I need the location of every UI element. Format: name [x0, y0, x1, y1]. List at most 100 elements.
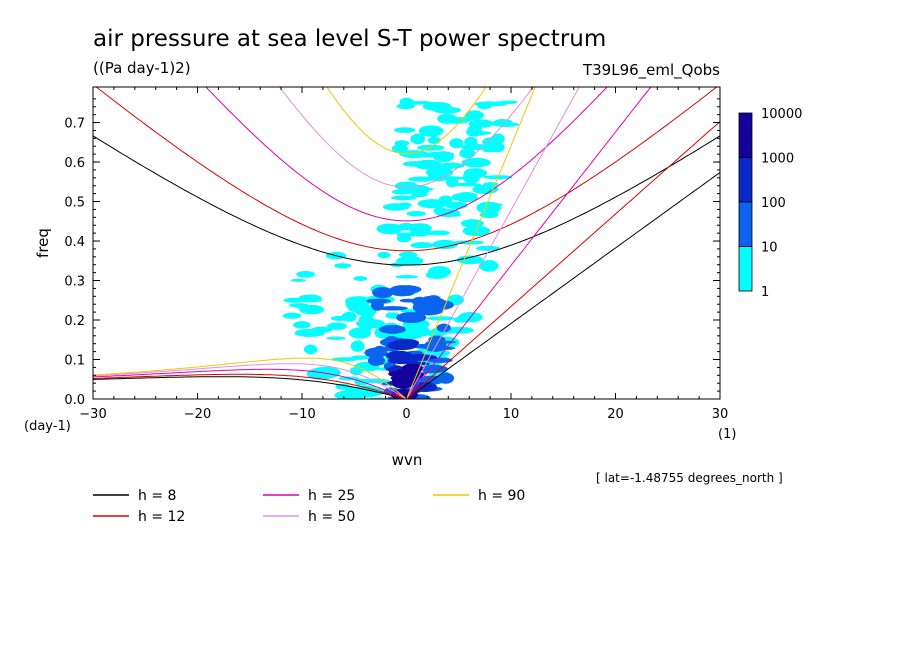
power-contour-patch [395, 312, 427, 324]
power-contour-patch [454, 182, 482, 187]
power-contour-patch [422, 295, 438, 302]
power-contour-patch [388, 370, 415, 378]
power-contour-patch [416, 144, 445, 151]
legend-label: h = 50 [308, 509, 355, 525]
power-contour-patch [393, 338, 420, 347]
power-contour-patch [398, 251, 418, 258]
power-contour-patch [430, 346, 456, 350]
power-contour-patch [392, 378, 414, 389]
power-contour-patch [311, 326, 333, 333]
power-contour-patch [394, 127, 416, 133]
power-contour-patch [481, 205, 503, 211]
power-contour-patch [379, 324, 406, 334]
x-tick-label: −20 [184, 407, 211, 422]
power-contour-patch [420, 364, 448, 373]
power-contour-patch [409, 353, 431, 362]
x-unit-label: (1) [718, 427, 736, 442]
dispersion-curve [95, 87, 718, 252]
axis-ticks: −30 −20 −10 0 10 20 30 0.0 0.1 0.2 0.3 0.4 0.5 0.6 0.7 [64, 87, 728, 422]
x-tick-label: 20 [607, 407, 624, 422]
power-contour-patch [466, 130, 492, 136]
power-contour-patch [377, 251, 391, 259]
power-contour-patch [402, 161, 431, 167]
power-contour-patch [449, 138, 464, 149]
power-contour-patch [492, 119, 513, 127]
power-contour-patch [364, 347, 388, 358]
y-tick-label: 0.3 [64, 275, 85, 290]
legend-label: h = 25 [308, 488, 355, 504]
dispersion-curve [93, 363, 407, 399]
power-contour-patch [327, 322, 348, 331]
power-contour-patch [433, 106, 462, 114]
power-contour-patch [414, 303, 445, 316]
power-contour-patch [293, 321, 311, 329]
power-contour-patch [350, 355, 370, 360]
chart-units: ((Pa day-1)2) [93, 59, 191, 77]
colorbar-label: 10 [761, 241, 778, 256]
power-contour-patch [394, 181, 419, 191]
y-axis-label: freq [34, 228, 52, 258]
dispersion-curve [93, 368, 407, 399]
power-contour-patch [426, 316, 455, 321]
power-contour-patch [391, 195, 417, 201]
dispersion-curve [93, 357, 407, 399]
power-contour-patch [377, 306, 408, 311]
dispersion-curve [406, 121, 720, 399]
power-contour-patch [417, 101, 432, 105]
y-tick-label: 0.4 [64, 235, 85, 250]
power-contour-patch [491, 133, 505, 145]
power-contour-patch [413, 382, 438, 393]
x-tick-label: −10 [288, 407, 315, 422]
power-contour-patch [460, 143, 491, 150]
power-contour-patch [454, 191, 478, 203]
power-contour-patch [453, 316, 468, 323]
power-contour-patch [428, 335, 446, 344]
colorbar-swatch [738, 201, 753, 247]
power-contour-patch [399, 298, 419, 303]
dispersion-curve [205, 87, 608, 222]
power-contour-patch [290, 278, 307, 282]
latitude-note: [ lat=-1.48755 degrees_north ] [596, 471, 783, 485]
power-contour-patch [464, 110, 484, 121]
dispersion-curve [406, 87, 536, 399]
power-contour-patch [418, 125, 444, 137]
power-contour-patch [410, 187, 434, 191]
power-contour-patch [427, 266, 452, 278]
power-contour-patch [459, 148, 476, 159]
power-contour-patch [444, 326, 474, 334]
power-contour-patch [348, 327, 372, 339]
dispersion-curve [326, 87, 487, 155]
chart-experiment: T39L96_eml_Qobs [582, 61, 720, 80]
colorbar-label: 10000 [761, 107, 802, 122]
power-contour-patch [296, 271, 316, 278]
power-contour-patch [345, 298, 364, 311]
power-contour-patch [334, 263, 352, 269]
power-contour-patch [442, 117, 470, 124]
power-contour-patch [445, 201, 468, 210]
power-contour-patch [477, 103, 492, 110]
dispersion-curve [406, 172, 720, 399]
power-contour-patch [408, 176, 436, 182]
x-tick-label: −30 [79, 407, 106, 422]
colorbar: 10000 1000 100 10 1 [738, 107, 802, 300]
legend-label: h = 12 [138, 509, 185, 525]
power-contour-patch [407, 223, 432, 233]
power-contour-patch [479, 260, 499, 272]
dispersion-curve [93, 135, 720, 266]
power-contour-patch [427, 136, 441, 144]
x-tick-label: 10 [503, 407, 520, 422]
power-contour-patch [401, 363, 423, 374]
legend-label: h = 8 [138, 488, 176, 504]
colorbar-label: 1 [761, 285, 769, 300]
y-tick-label: 0.2 [64, 314, 85, 329]
chart-title: air pressure at sea level S-T power spec… [93, 26, 606, 52]
power-contour-patch [407, 153, 420, 159]
power-contour-patch [303, 344, 318, 355]
power-contour-patch [391, 144, 408, 153]
power-contour-patch [483, 182, 499, 187]
power-contour-patch [461, 157, 491, 168]
power-contour-patch [428, 169, 450, 182]
dispersion-curve [93, 376, 407, 399]
colorbar-swatch [738, 157, 753, 203]
